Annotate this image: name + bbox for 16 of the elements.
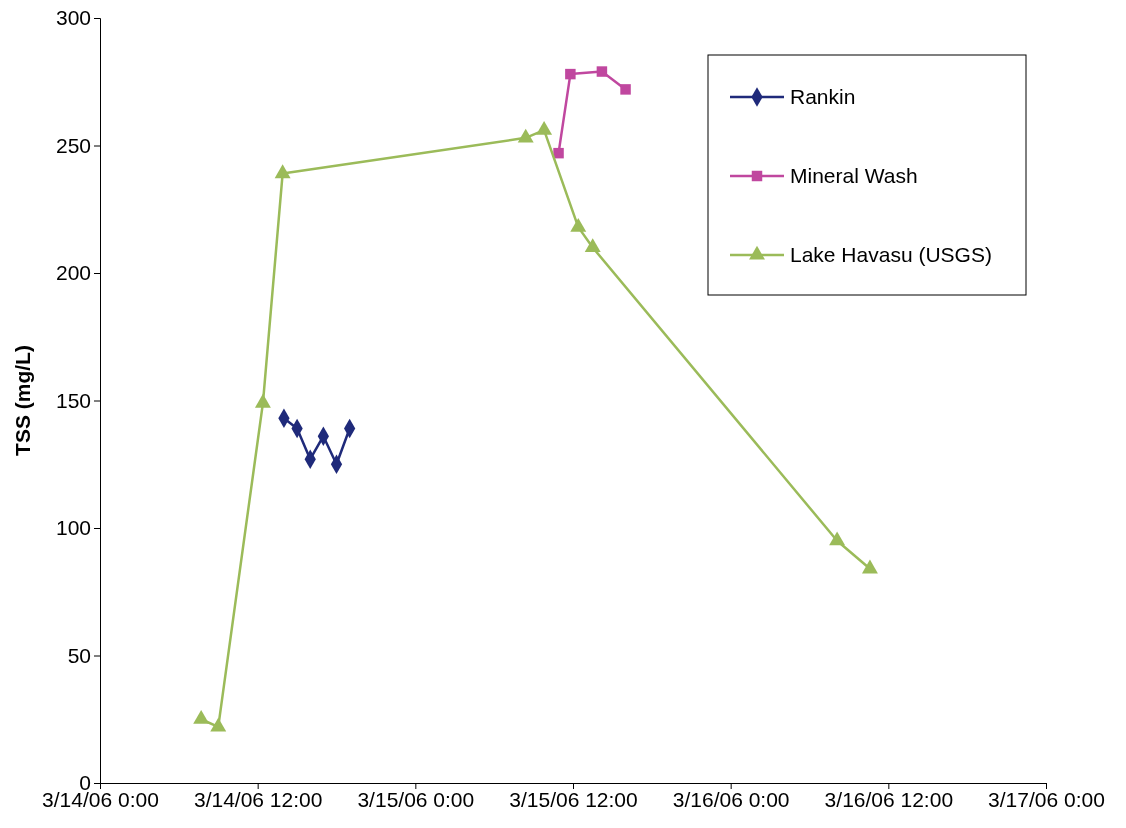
legend-label: Lake Havasu (USGS) (790, 243, 992, 267)
legend-label: Mineral Wash (790, 164, 918, 188)
x-tick-label: 3/15/06 0:00 (357, 787, 475, 811)
x-tick-label: 3/15/06 12:00 (509, 787, 638, 811)
y-tick-label: 150 (55, 388, 91, 412)
y-tick-label: 200 (55, 261, 91, 285)
x-tick-label: 3/16/06 12:00 (824, 787, 954, 811)
y-axis-title: TSS (mg/L) (11, 345, 34, 456)
y-tick-label: 300 (55, 6, 91, 30)
y-tick-label: 50 (67, 643, 91, 667)
x-tick-label: 3/17/06 0:00 (988, 787, 1105, 811)
x-tick-label: 3/16/06 0:00 (672, 787, 790, 811)
x-tick-label: 3/14/06 12:00 (193, 787, 323, 811)
y-tick-label: 250 (55, 133, 91, 157)
legend-label: Rankin (790, 85, 856, 109)
y-tick-label: 100 (55, 516, 91, 540)
